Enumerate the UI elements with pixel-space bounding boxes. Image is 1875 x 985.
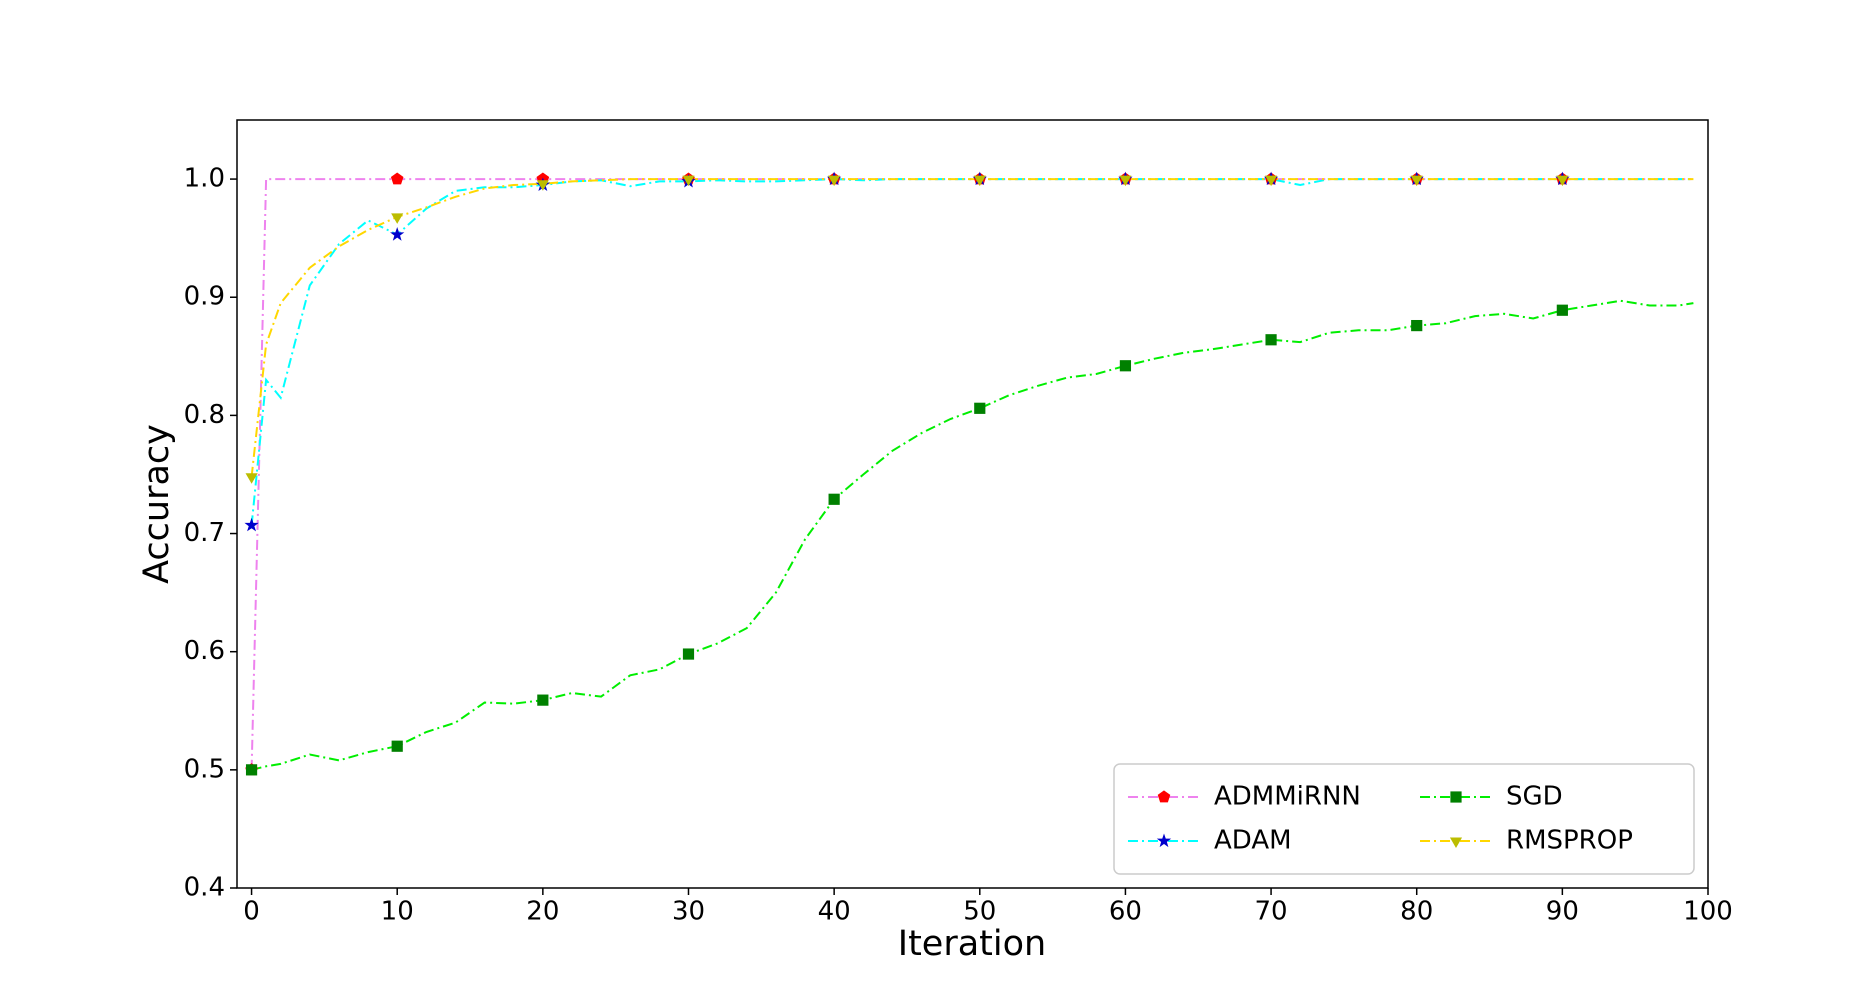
series-line (250, 178, 1694, 477)
marker (1119, 175, 1132, 187)
marker (391, 213, 404, 224)
x-axis-label: Iteration (898, 924, 1046, 964)
x-tick-label: 90 (1546, 897, 1579, 927)
x-tick-label: 100 (1683, 897, 1733, 927)
y-tick-label: 0.8 (184, 400, 225, 430)
marker (1411, 319, 1423, 332)
y-tick-label: 0.5 (184, 754, 225, 784)
y-tick-label: 1.0 (184, 164, 225, 194)
x-tick-label: 50 (963, 897, 996, 927)
x-tick-label: 80 (1400, 897, 1433, 927)
legend-marker (1450, 791, 1462, 803)
plot-frame (236, 119, 1709, 889)
marker (1556, 175, 1569, 187)
legend-label: ADMMiRNN (1214, 782, 1361, 812)
marker (391, 740, 403, 752)
marker (245, 473, 258, 484)
x-tick-label: 70 (1255, 897, 1288, 927)
x-tick-label: 20 (526, 897, 559, 927)
marker (244, 517, 259, 532)
marker (245, 764, 258, 776)
marker (536, 180, 549, 191)
marker (828, 175, 841, 187)
legend-label: ADAM (1214, 826, 1292, 856)
legend-marker (1157, 790, 1171, 803)
x-tick-label: 60 (1109, 897, 1142, 927)
series-line (250, 178, 1694, 770)
marker (390, 227, 405, 241)
marker (1265, 175, 1278, 187)
y-tick-label: 0.4 (184, 873, 225, 903)
legend-box (1113, 763, 1695, 875)
marker (1119, 360, 1132, 372)
marker (537, 694, 549, 706)
y-tick-label: 0.6 (184, 636, 225, 666)
marker (1265, 334, 1277, 346)
y-tick-label: 0.9 (184, 282, 225, 312)
x-tick-label: 10 (381, 897, 414, 927)
series-line (251, 299, 1694, 771)
legend-label: RMSPROP (1506, 826, 1633, 856)
marker (1556, 304, 1568, 316)
marker (682, 648, 695, 660)
legend-marker (1449, 837, 1463, 848)
marker (1410, 175, 1423, 187)
marker (682, 175, 695, 187)
marker (974, 402, 986, 414)
legend-label: SGD (1506, 782, 1563, 812)
x-tick-label: 30 (672, 897, 705, 927)
marker (390, 172, 404, 185)
legend-marker (1156, 833, 1172, 848)
series-line (250, 178, 1694, 526)
marker (828, 493, 840, 505)
x-tick-label: 0 (243, 897, 260, 927)
x-tick-label: 40 (818, 897, 851, 927)
marker (973, 175, 986, 187)
y-axis-label: Accuracy (137, 424, 177, 584)
y-tick-label: 0.7 (184, 518, 225, 548)
